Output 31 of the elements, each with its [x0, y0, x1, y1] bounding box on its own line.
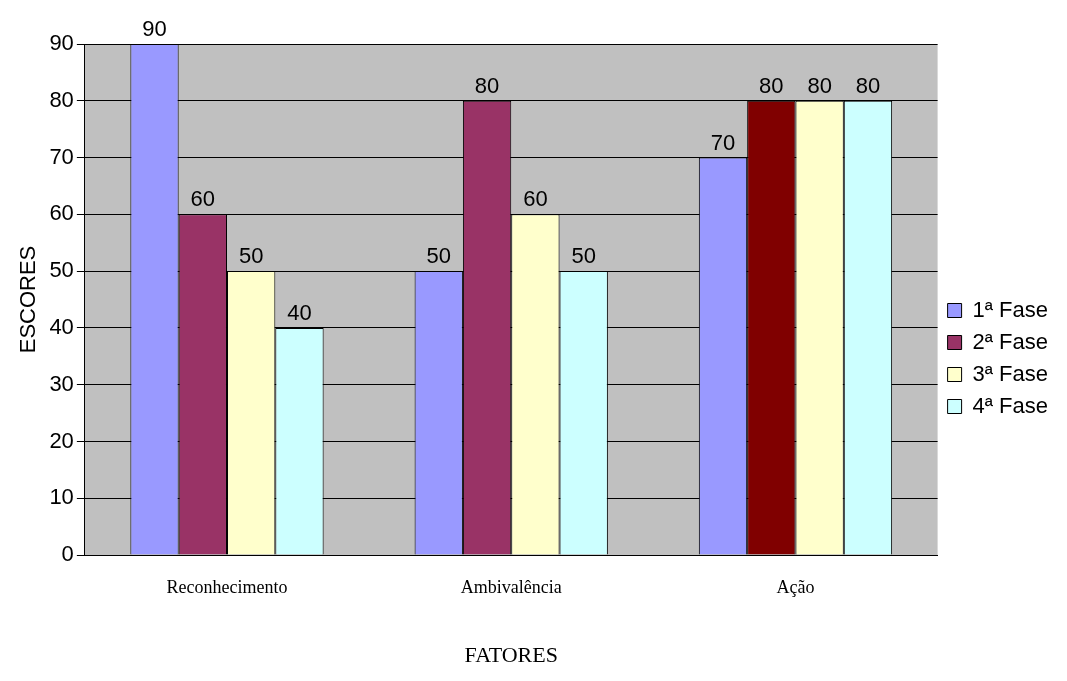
data-label: 90 [142, 16, 167, 42]
data-label: 50 [426, 243, 451, 269]
data-label: 40 [287, 299, 312, 325]
x-tick-label: Ação [776, 576, 815, 597]
data-label: 60 [523, 186, 548, 212]
x-tick-label: Reconhecimento [166, 576, 288, 597]
data-label: 70 [710, 129, 736, 155]
y-tick-label: 20 [49, 427, 74, 453]
data-label: 50 [571, 243, 596, 269]
data-label: 60 [190, 186, 216, 212]
y-tick-label: 10 [49, 484, 74, 510]
y-tick-label: 90 [49, 30, 74, 56]
y-tick-label: 40 [49, 313, 74, 339]
data-label: 80 [759, 72, 784, 98]
data-label: 80 [855, 72, 881, 98]
y-axis-title: ESCORES [15, 245, 41, 354]
legend-label: 1ª Fase [972, 296, 1049, 322]
data-label: 80 [474, 72, 500, 98]
legend-label: 4ª Fase [972, 392, 1049, 418]
y-tick-label: 70 [49, 143, 74, 169]
data-label: 80 [807, 72, 832, 98]
legend-label: 3ª Fase [972, 360, 1049, 386]
y-tick-label: 50 [49, 257, 74, 283]
y-tick-label: 0 [61, 541, 74, 567]
x-axis-title: FATORES [464, 641, 558, 667]
y-tick-label: 80 [49, 86, 74, 112]
legend-label: 2ª Fase [972, 328, 1049, 354]
data-label: 50 [238, 243, 264, 269]
x-tick-label: Ambivalência [460, 576, 562, 597]
y-tick-label: 60 [49, 200, 74, 226]
y-tick-label: 30 [49, 370, 74, 396]
